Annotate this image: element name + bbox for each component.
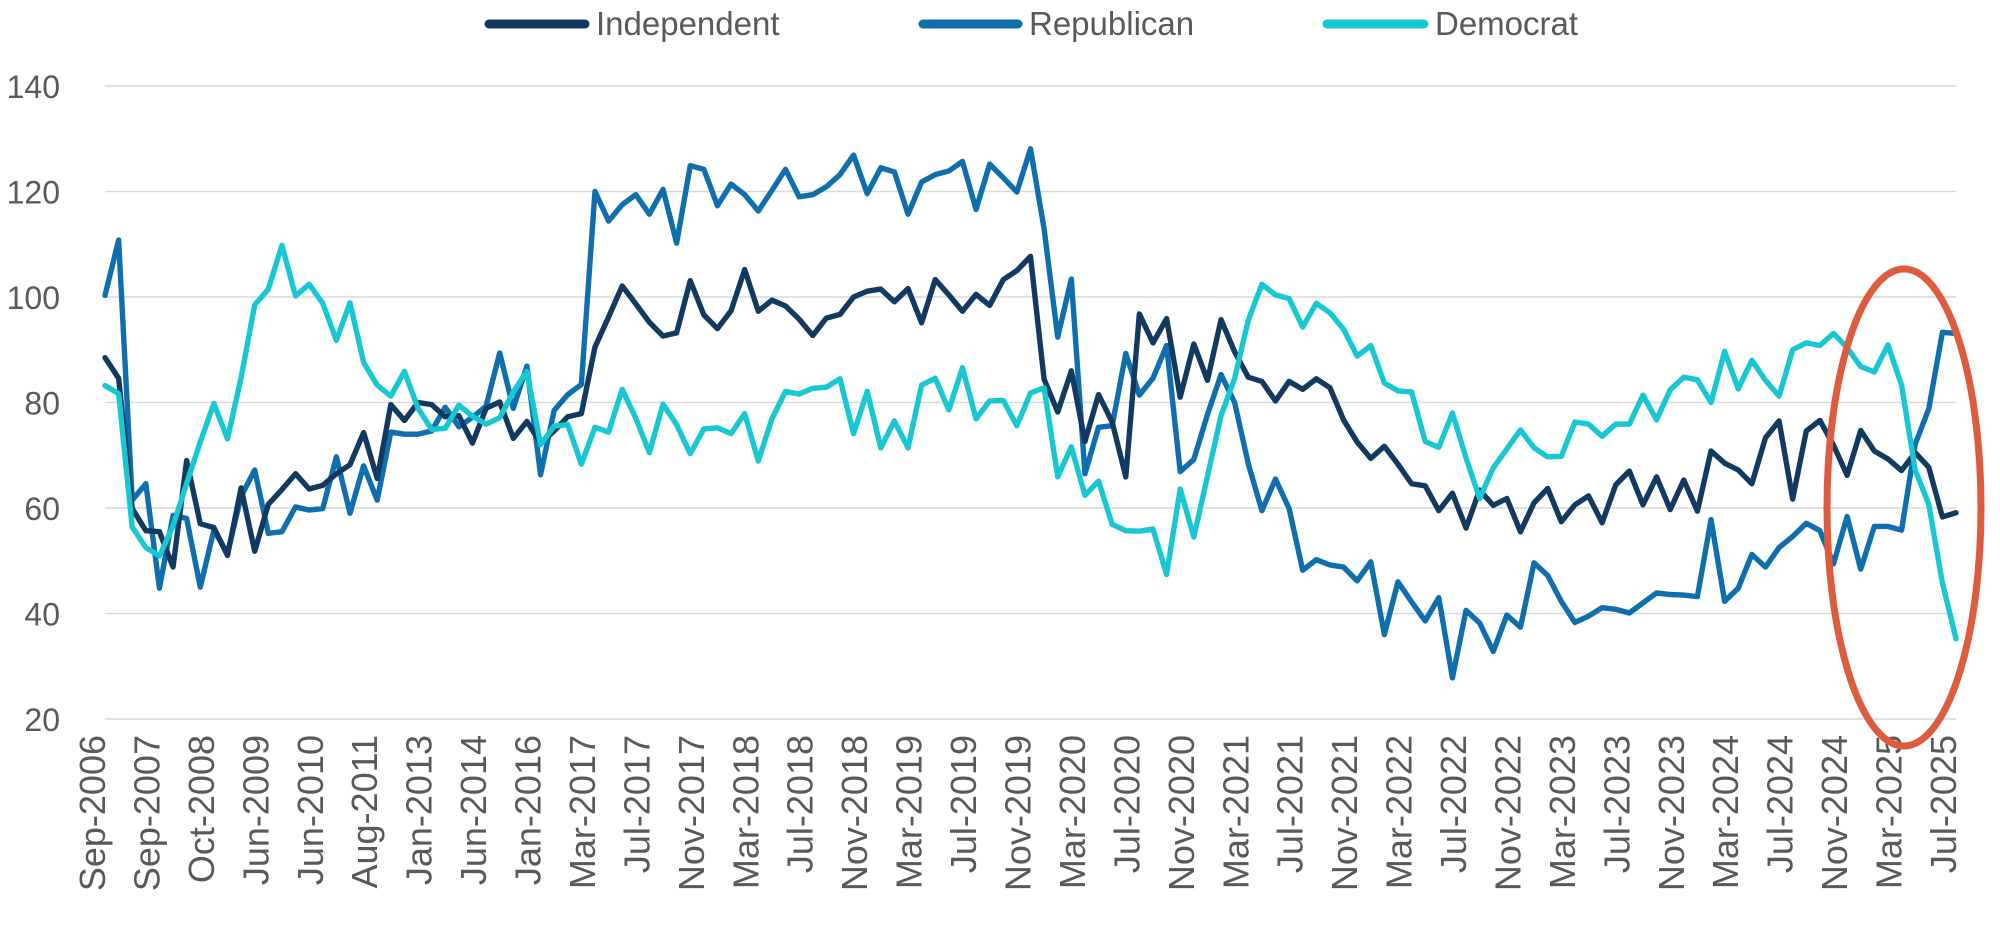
svg-text:Jul-2024: Jul-2024	[1760, 735, 1801, 873]
svg-text:Jun-2009: Jun-2009	[235, 735, 276, 885]
svg-text:Jul-2018: Jul-2018	[780, 735, 821, 873]
svg-text:Jan-2013: Jan-2013	[399, 735, 440, 885]
svg-text:Sep-2006: Sep-2006	[72, 735, 113, 891]
svg-text:Mar-2022: Mar-2022	[1379, 735, 1420, 889]
svg-text:60: 60	[24, 491, 60, 527]
svg-text:Nov-2023: Nov-2023	[1651, 735, 1692, 891]
svg-text:Nov-2017: Nov-2017	[671, 735, 712, 891]
svg-text:Nov-2020: Nov-2020	[1161, 735, 1202, 891]
svg-text:Oct-2008: Oct-2008	[181, 735, 222, 883]
svg-text:80: 80	[24, 386, 60, 422]
svg-text:Democrat: Democrat	[1435, 5, 1578, 42]
svg-text:Mar-2025: Mar-2025	[1869, 735, 1910, 889]
svg-text:Nov-2018: Nov-2018	[834, 735, 875, 891]
svg-text:Jul-2023: Jul-2023	[1596, 735, 1637, 873]
svg-text:Mar-2021: Mar-2021	[1215, 735, 1256, 889]
svg-text:120: 120	[7, 175, 60, 211]
svg-text:Mar-2020: Mar-2020	[1052, 735, 1093, 889]
svg-text:Jul-2021: Jul-2021	[1270, 735, 1311, 873]
svg-text:Aug-2011: Aug-2011	[344, 735, 385, 888]
svg-text:Jul-2019: Jul-2019	[943, 735, 984, 873]
svg-text:Nov-2024: Nov-2024	[1814, 735, 1855, 891]
svg-text:Independent: Independent	[596, 5, 780, 42]
svg-text:Mar-2018: Mar-2018	[725, 735, 766, 889]
svg-text:100: 100	[7, 280, 60, 316]
svg-text:Mar-2023: Mar-2023	[1542, 735, 1583, 889]
svg-text:Republican: Republican	[1029, 5, 1194, 42]
svg-text:Jun-2010: Jun-2010	[290, 735, 331, 885]
svg-text:Mar-2019: Mar-2019	[889, 735, 930, 889]
svg-text:Mar-2024: Mar-2024	[1705, 735, 1746, 889]
svg-text:Jul-2022: Jul-2022	[1433, 735, 1474, 873]
svg-text:Jan-2016: Jan-2016	[508, 735, 549, 885]
svg-text:Nov-2022: Nov-2022	[1488, 735, 1529, 891]
svg-text:Jun-2014: Jun-2014	[453, 735, 494, 885]
svg-text:Nov-2019: Nov-2019	[998, 735, 1039, 891]
svg-text:Jul-2020: Jul-2020	[1106, 735, 1147, 873]
svg-text:20: 20	[24, 702, 60, 738]
svg-text:Sep-2007: Sep-2007	[126, 735, 167, 891]
svg-text:40: 40	[24, 597, 60, 633]
svg-text:Nov-2021: Nov-2021	[1324, 735, 1365, 891]
svg-text:Jul-2025: Jul-2025	[1923, 735, 1964, 873]
svg-text:140: 140	[7, 69, 60, 105]
svg-text:Mar-2017: Mar-2017	[562, 735, 603, 889]
svg-text:Jul-2017: Jul-2017	[616, 735, 657, 873]
